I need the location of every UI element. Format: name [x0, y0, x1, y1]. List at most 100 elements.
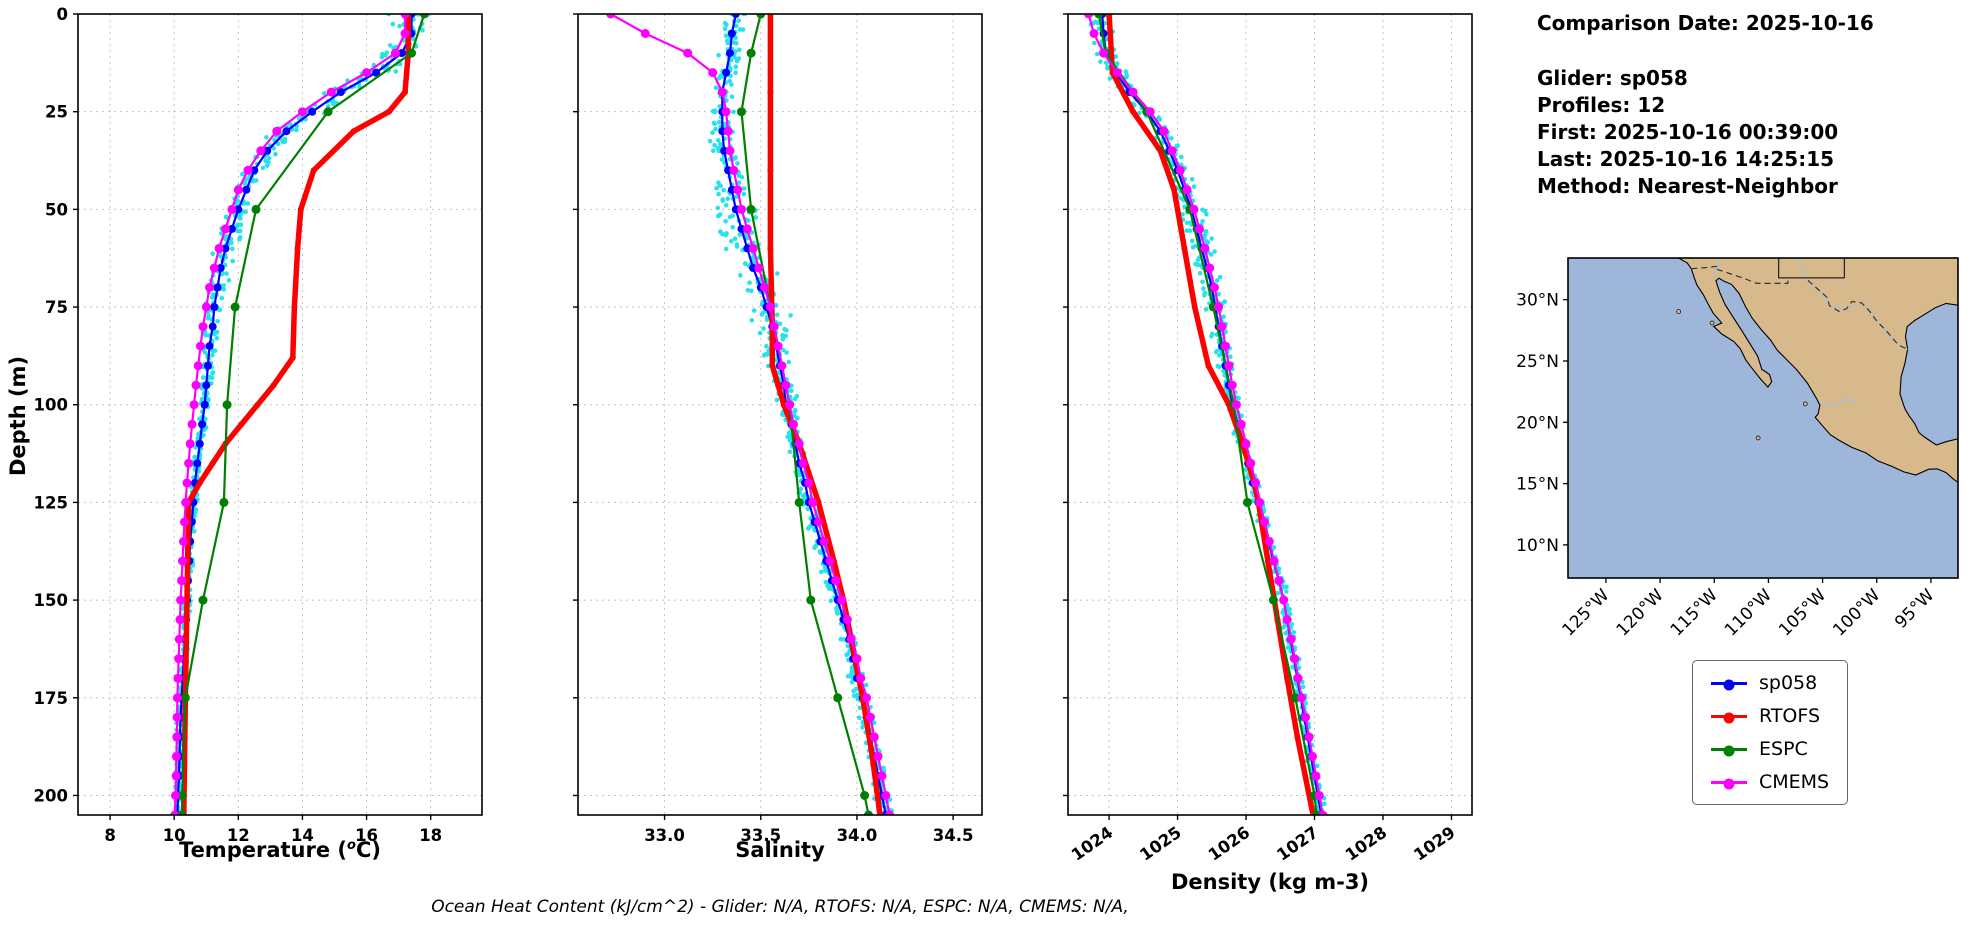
series-CMEMS [170, 14, 410, 815]
river [1796, 258, 1807, 279]
salinity-axis-label: Salinity [735, 838, 825, 862]
tick-labels: 33.0 33.5 34.0 34.5 [573, 13, 974, 845]
svg-text:25°N: 25°N [1516, 352, 1559, 372]
glider-id: Glider: sp058 [1537, 66, 1688, 90]
svg-text:20°N: 20°N [1516, 413, 1559, 433]
svg-text:10: 10 [163, 826, 186, 845]
glider-scatter-points [171, 14, 430, 815]
panel-temperature: 8 10 12 14 16 18 0 25 50 75 100 125 150 175 200 [34, 5, 483, 845]
svg-text:1027: 1027 [1273, 823, 1322, 865]
series-RTOFS [180, 14, 412, 815]
svg-text:1029: 1029 [1410, 823, 1459, 865]
svg-text:1024: 1024 [1068, 823, 1117, 865]
comparison-info: Comparison Date: 2025-10-16 Glider: sp05… [1537, 10, 1874, 200]
svg-text:8: 8 [104, 826, 115, 845]
y-axis-label: Depth (m) [6, 355, 30, 477]
svg-text:25: 25 [45, 103, 68, 122]
svg-text:100°W: 100°W [1829, 585, 1884, 640]
RTOFS-line [181, 14, 412, 815]
CMEMS-line [609, 14, 891, 815]
method: Method: Nearest-Neighbor [1537, 174, 1838, 198]
sp058-line [176, 14, 413, 815]
panel-salinity: 33.0 33.5 34.0 34.5 [573, 13, 983, 845]
land-coastline [1677, 258, 1958, 484]
island [1802, 401, 1808, 407]
CMEMS-markers [170, 14, 410, 815]
CMEMS-markers [606, 14, 895, 815]
svg-text:12: 12 [227, 826, 250, 845]
svg-text:110°W: 110°W [1721, 585, 1776, 640]
CMEMS-line [173, 14, 407, 815]
svg-text:0: 0 [57, 5, 68, 24]
map-inset: 30°N 25°N 20°N 15°N 10°N 125°W 120°W 115°W 110°W… [1516, 257, 1959, 640]
ESPC-line [181, 14, 426, 815]
island [1676, 309, 1682, 314]
legend-label: RTOFS [1759, 705, 1821, 727]
legend-label: ESPC [1759, 738, 1808, 760]
plot-area [606, 14, 895, 815]
rtofs-marker [1711, 712, 1747, 723]
svg-text:75: 75 [45, 298, 68, 317]
svg-text:105°W: 105°W [1775, 585, 1830, 640]
svg-text:115°W: 115°W [1667, 585, 1722, 640]
plot-area [170, 14, 430, 815]
map-frame [1567, 257, 1959, 579]
us-mexico-border [1691, 265, 1908, 350]
grid-lines [1068, 13, 1472, 815]
last-profile-time: Last: 2025-10-16 14:25:15 [1537, 147, 1835, 171]
svg-text:200: 200 [34, 786, 68, 805]
svg-text:120°W: 120°W [1613, 585, 1668, 640]
ESPC-markers [737, 14, 873, 815]
legend-label: sp058 [1759, 672, 1818, 694]
density-axis-label: Density (kg m-3) [1170, 870, 1370, 894]
svg-text:34.0: 34.0 [837, 826, 878, 845]
legend-item-rtofs: RTOFS [1711, 704, 1829, 728]
panel-density: 1024 1025 1026 1027 1028 1029 [1063, 13, 1473, 865]
svg-text:95°W: 95°W [1891, 585, 1938, 632]
cmems-marker [1711, 778, 1747, 789]
ohc-caption: Ocean Heat Content (kJ/cm^2) - Glider: N… [431, 897, 1129, 917]
first-profile-time: First: 2025-10-16 00:39:00 [1537, 120, 1839, 144]
series-RTOFS [1106, 14, 1317, 815]
sp058-marker [1711, 679, 1747, 690]
svg-text:14: 14 [291, 826, 314, 845]
svg-text:100: 100 [34, 396, 68, 415]
svg-text:33.5: 33.5 [740, 826, 781, 845]
legend-item-sp058: sp058 [1711, 671, 1829, 695]
tick-labels: 8 10 12 14 16 18 0 25 50 75 100 125 150 175 200 [34, 5, 443, 845]
svg-text:18: 18 [419, 826, 442, 845]
axes-frame [1067, 13, 1473, 816]
svg-text:15°N: 15°N [1516, 475, 1559, 495]
temperature-axis-label: Temperature (oC) [179, 838, 381, 862]
axes-frame [577, 13, 983, 816]
river [1819, 398, 1859, 408]
grid-lines [578, 13, 982, 815]
CMEMS-markers [1084, 14, 1328, 815]
svg-text:1028: 1028 [1342, 823, 1391, 865]
svg-text:1025: 1025 [1136, 823, 1185, 865]
legend: sp058 RTOFS ESPC CMEMS [1692, 660, 1849, 805]
svg-text:16: 16 [355, 826, 378, 845]
series-ESPC [737, 14, 873, 815]
plot-area [1084, 14, 1328, 815]
RTOFS-markers [1106, 14, 1317, 815]
RTOFS-line [1106, 14, 1316, 815]
ESPC-markers [177, 14, 429, 815]
tick-labels: 1024 1025 1026 1027 1028 1029 [1063, 13, 1459, 865]
svg-text:50: 50 [45, 200, 68, 219]
axes-frame [77, 13, 483, 816]
svg-text:150: 150 [34, 591, 68, 610]
state-border [1778, 258, 1845, 279]
legend-label: CMEMS [1759, 771, 1830, 793]
svg-text:125: 125 [34, 493, 68, 512]
legend-item-espc: ESPC [1711, 737, 1829, 761]
river [1714, 258, 1720, 279]
series-ESPC [177, 14, 429, 815]
svg-text:1026: 1026 [1205, 823, 1254, 865]
svg-text:34.5: 34.5 [933, 826, 974, 845]
comparison-date: Comparison Date: 2025-10-16 [1537, 11, 1874, 35]
svg-text:10°N: 10°N [1516, 536, 1559, 556]
series-CMEMS [606, 14, 895, 815]
